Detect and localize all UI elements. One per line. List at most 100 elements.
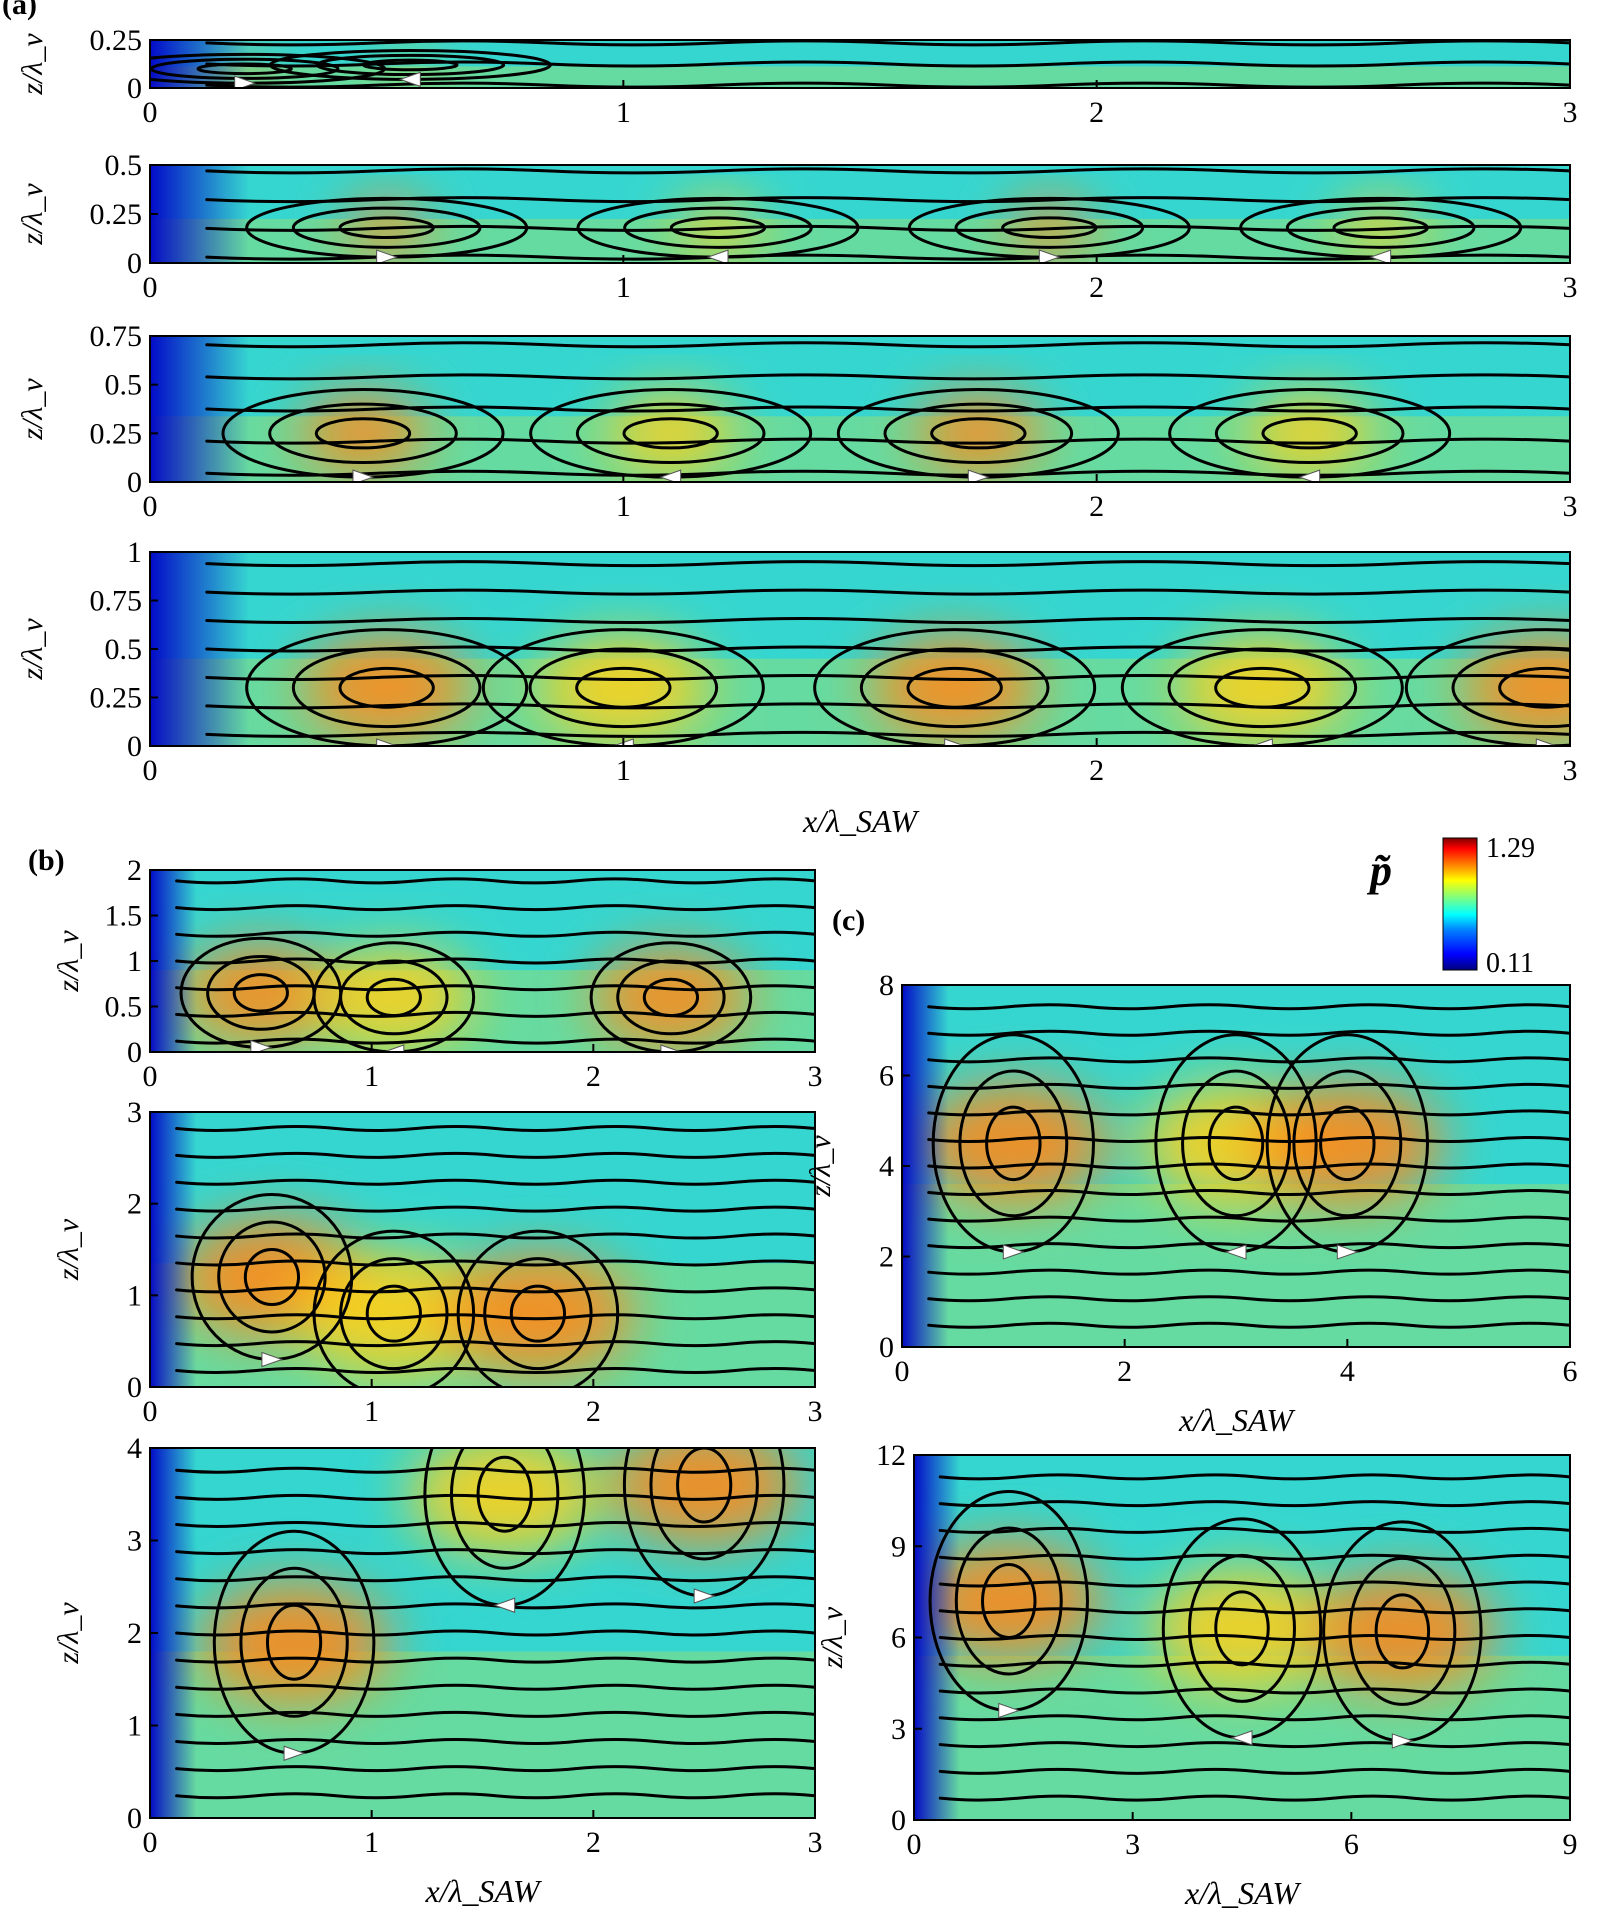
y-tick-label: 1 [127, 1710, 142, 1743]
panel-4: 0 1 2 3 0 0.25 0.5 0.75 1 z/λ_v x/λ_SAW [16, 536, 1578, 839]
streamline [927, 1242, 1570, 1250]
vortex-streamline [362, 58, 459, 72]
streamline [175, 1629, 815, 1637]
flow-arrow [1298, 469, 1321, 482]
y-tick-label: 0.25 [90, 417, 143, 450]
y-tick-label: 0 [127, 1371, 142, 1404]
vortex-streamline [1332, 216, 1429, 240]
streamline [927, 1268, 1570, 1276]
y-tick-label: 0.5 [105, 369, 143, 402]
vortex-streamline [1188, 1553, 1296, 1703]
flow-arrow [1224, 1244, 1247, 1260]
streamline [205, 40, 1570, 47]
heatmap-field [150, 1448, 815, 1818]
x-tick-label: 2 [586, 1826, 601, 1859]
streamline [175, 1765, 815, 1773]
streamline [205, 617, 1570, 625]
vortex-streamline [196, 62, 293, 76]
vortex-streamline [339, 959, 449, 1036]
flow-arrow [1336, 1244, 1359, 1260]
x-tick-label: 0 [143, 1395, 158, 1428]
colorbar-symbol: p̃ [1366, 846, 1392, 895]
streamline [927, 1295, 1570, 1303]
y-tick-label: 4 [879, 1150, 894, 1183]
y-tick-label: 0.25 [90, 682, 143, 715]
vortex-streamline [312, 1229, 476, 1387]
flow-arrow [706, 249, 729, 263]
vortex-streamline [883, 402, 1074, 465]
vortex-streamline [365, 1284, 422, 1343]
x-tick-label: 2 [1117, 1355, 1132, 1388]
vortex-streamline [616, 959, 726, 1036]
vortex-streamline [1214, 1590, 1270, 1667]
vortex-streamline [365, 977, 422, 1018]
streamline [175, 1367, 815, 1374]
colorbar-max-label: 1.29 [1486, 833, 1535, 864]
flow-arrow [693, 1588, 716, 1604]
vortex-streamline [1214, 402, 1405, 465]
colorbar-min-label: 0.11 [1486, 948, 1534, 979]
vortex-streamline [339, 1257, 449, 1371]
vortex-streamline [1292, 1069, 1403, 1218]
vortex-streamline [1261, 417, 1358, 450]
streamline [175, 904, 815, 912]
heatmap-hotspot [1462, 635, 1570, 741]
vortex-streamline [1374, 1593, 1431, 1670]
x-tick-label: 0 [143, 754, 158, 787]
y-tick-label: 3 [891, 1713, 906, 1746]
vortex-streamline [476, 1455, 533, 1533]
vortex-streamline [483, 1257, 593, 1371]
x-tick-label: 0 [143, 1826, 158, 1859]
y-tick-label: 0.75 [90, 320, 143, 353]
x-tick-label: 1 [364, 1060, 379, 1093]
colorbar-gradient [1442, 837, 1478, 971]
streamline [938, 1607, 1570, 1615]
y-axis-label: z/λ_v [16, 378, 49, 441]
x-tick-label: 6 [1344, 1828, 1359, 1861]
streamline [205, 645, 1570, 653]
x-tick-label: 3 [1563, 271, 1578, 304]
streamline [205, 341, 1570, 349]
x-tick-label: 0 [907, 1828, 922, 1861]
streamline [175, 1466, 815, 1474]
flow-arrow [382, 1044, 405, 1052]
vortex-streamline [1167, 647, 1358, 729]
panel-1: 0 1 2 3 0 0.25 z/λ_v (a) [2, 0, 1578, 129]
flow-arrow [1535, 738, 1558, 746]
streamline [927, 1082, 1570, 1090]
streamline [927, 1162, 1570, 1170]
vortex-streamline [217, 1220, 327, 1334]
x-tick-label: 2 [1089, 271, 1104, 304]
streamline [927, 1056, 1570, 1064]
heatmap-hotspot [1246, 393, 1373, 473]
vortex-streamline [291, 647, 482, 729]
y-tick-label: 2 [879, 1241, 894, 1274]
heatmap-hotspot [607, 393, 734, 473]
x-tick-label: 1 [616, 271, 631, 304]
flow-arrow [234, 75, 257, 88]
x-tick-label: 0 [143, 1060, 158, 1093]
flow-arrow [398, 71, 421, 88]
flow-arrow [261, 1351, 284, 1368]
y-axis-label: z/λ_v [16, 33, 49, 96]
plot-frame [149, 335, 1571, 483]
x-tick-label: 6 [1563, 1355, 1578, 1388]
plot-frame [149, 39, 1571, 89]
colorbar: p̃ 1.29 0.11 [1366, 833, 1535, 979]
streamline [175, 1313, 815, 1321]
streamline [938, 1580, 1570, 1588]
heatmap-hotspot [302, 635, 471, 741]
panel-9: 0 3 6 9 0 3 6 9 12 z/λ_v x/λ_SAW [816, 1439, 1578, 1911]
streamline [175, 1286, 815, 1294]
vortex-streamline [312, 941, 476, 1052]
streamlines [927, 1003, 1570, 1329]
y-tick-label: 0 [879, 1331, 894, 1364]
x-tick-label: 1 [364, 1826, 379, 1859]
heatmap-hotspot [539, 635, 708, 741]
panel-label: (a) [2, 0, 37, 21]
streamline [175, 1151, 815, 1159]
y-tick-label: 6 [879, 1060, 894, 1093]
flow-arrow [967, 469, 990, 482]
vortex-streamline [456, 1229, 620, 1387]
